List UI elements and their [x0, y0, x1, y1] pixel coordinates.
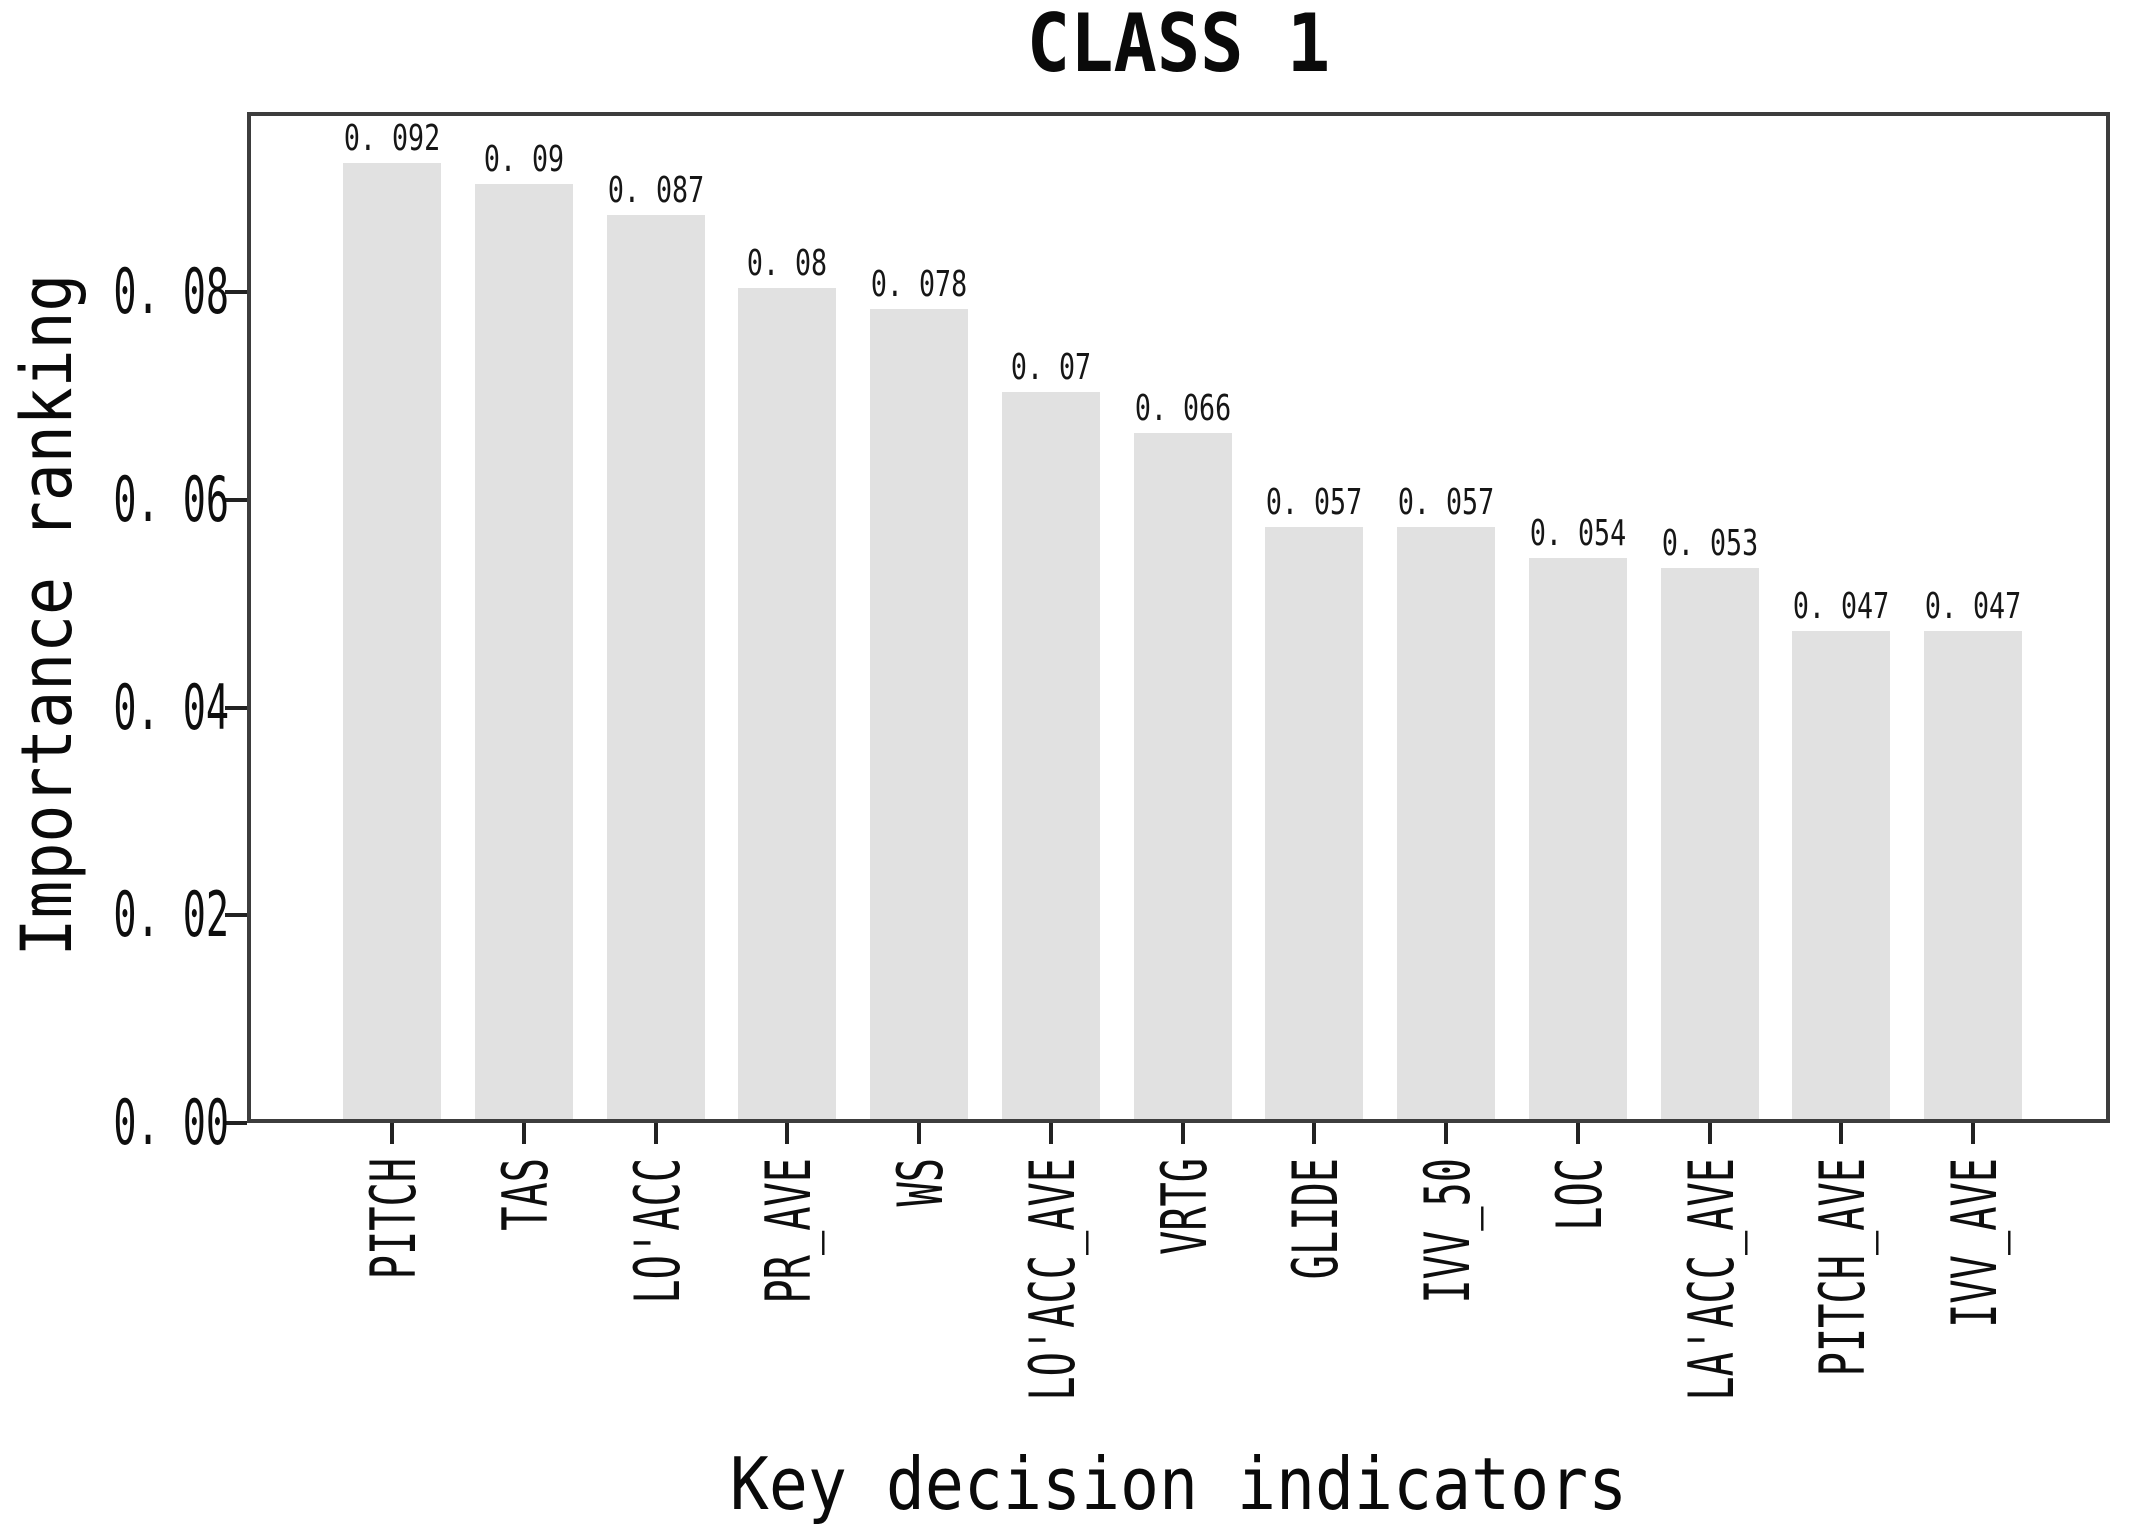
- bar: [1001, 392, 1100, 1119]
- bar: [343, 163, 441, 1119]
- y-tick-mark: [225, 290, 247, 294]
- y-tick-label: 0. 02: [113, 878, 230, 951]
- x-tick-mark: [1839, 1123, 1844, 1144]
- bar-value-label: 0. 057: [1397, 482, 1495, 523]
- y-tick-mark: [225, 706, 247, 710]
- y-tick-label: 0. 06: [113, 463, 230, 536]
- y-tick-label: 0. 08: [113, 255, 230, 328]
- bar: [1397, 527, 1495, 1119]
- x-tick-mark: [1180, 1123, 1185, 1144]
- bar-value-label: 0. 08: [747, 243, 828, 284]
- x-tick-label-text: PITCH_AVE: [1806, 1158, 1880, 1377]
- x-tick-label-text: PITCH: [357, 1158, 430, 1280]
- x-tick-label-text: LO'ACC: [620, 1158, 694, 1304]
- x-tick-label-text: LOC: [1542, 1158, 1616, 1231]
- x-tick-label-text: PR_AVE: [752, 1158, 826, 1304]
- x-tick-mark: [1444, 1123, 1448, 1144]
- bar: [1528, 558, 1627, 1119]
- y-tick-label: 0. 04: [113, 671, 230, 744]
- x-tick-mark: [1971, 1123, 1975, 1144]
- bar-value-label: 0. 053: [1661, 523, 1758, 564]
- bar-value-label: 0. 047: [1924, 586, 2022, 627]
- y-axis-label-text: Importance ranking: [6, 273, 88, 957]
- y-tick-mark: [225, 498, 247, 502]
- x-tick-label-text: LA'ACC_AVE: [1674, 1158, 1748, 1401]
- bar: [606, 215, 705, 1119]
- bar: [1265, 527, 1364, 1119]
- bar: [1660, 568, 1759, 1119]
- x-tick-label-text: WS: [884, 1158, 957, 1207]
- bar: [1133, 433, 1232, 1119]
- bar-value-label: 0. 066: [1134, 388, 1231, 429]
- x-tick-mark: [785, 1123, 790, 1144]
- bar: [474, 184, 573, 1119]
- bar-value-label: 0. 047: [1793, 586, 1890, 627]
- bar-value-label: 0. 09: [483, 139, 564, 180]
- x-tick-mark: [653, 1123, 658, 1144]
- y-tick-label: 0. 00: [113, 1086, 230, 1159]
- chart-title: CLASS 1: [1026, 0, 1331, 90]
- x-axis-label: Key decision indicators: [729, 1442, 1628, 1526]
- plot-area: [247, 112, 2110, 1123]
- x-tick-label-text: VRTG: [1147, 1158, 1221, 1256]
- bar-value-label: 0. 092: [343, 118, 441, 159]
- x-tick-mark: [521, 1123, 526, 1144]
- x-tick-label-text: IVV_AVE: [1938, 1158, 2011, 1328]
- bar-value-label: 0. 054: [1529, 513, 1626, 554]
- x-tick-mark: [1575, 1123, 1580, 1144]
- x-tick-mark: [1707, 1123, 1712, 1144]
- bar-value-label: 0. 057: [1266, 482, 1363, 523]
- y-tick-mark: [225, 913, 247, 917]
- x-tick-label-text: LO'ACC_AVE: [1015, 1158, 1089, 1401]
- y-tick-mark: [225, 1121, 247, 1125]
- bar: [870, 309, 968, 1119]
- x-tick-mark: [1312, 1123, 1317, 1144]
- x-tick-mark: [917, 1123, 921, 1144]
- x-tick-label-text: GLIDE: [1279, 1158, 1353, 1280]
- bar: [1924, 631, 2022, 1119]
- x-tick-label-text: IVV_50: [1411, 1158, 1484, 1304]
- bar-value-label: 0. 078: [870, 264, 968, 305]
- bar: [738, 288, 837, 1119]
- bar-value-label: 0. 087: [607, 170, 704, 211]
- bar-value-label: 0. 07: [1010, 347, 1091, 388]
- x-tick-label-text: TAS: [488, 1158, 562, 1231]
- x-tick-mark: [1048, 1123, 1053, 1144]
- x-tick-mark: [390, 1123, 394, 1144]
- bar: [1792, 631, 1891, 1119]
